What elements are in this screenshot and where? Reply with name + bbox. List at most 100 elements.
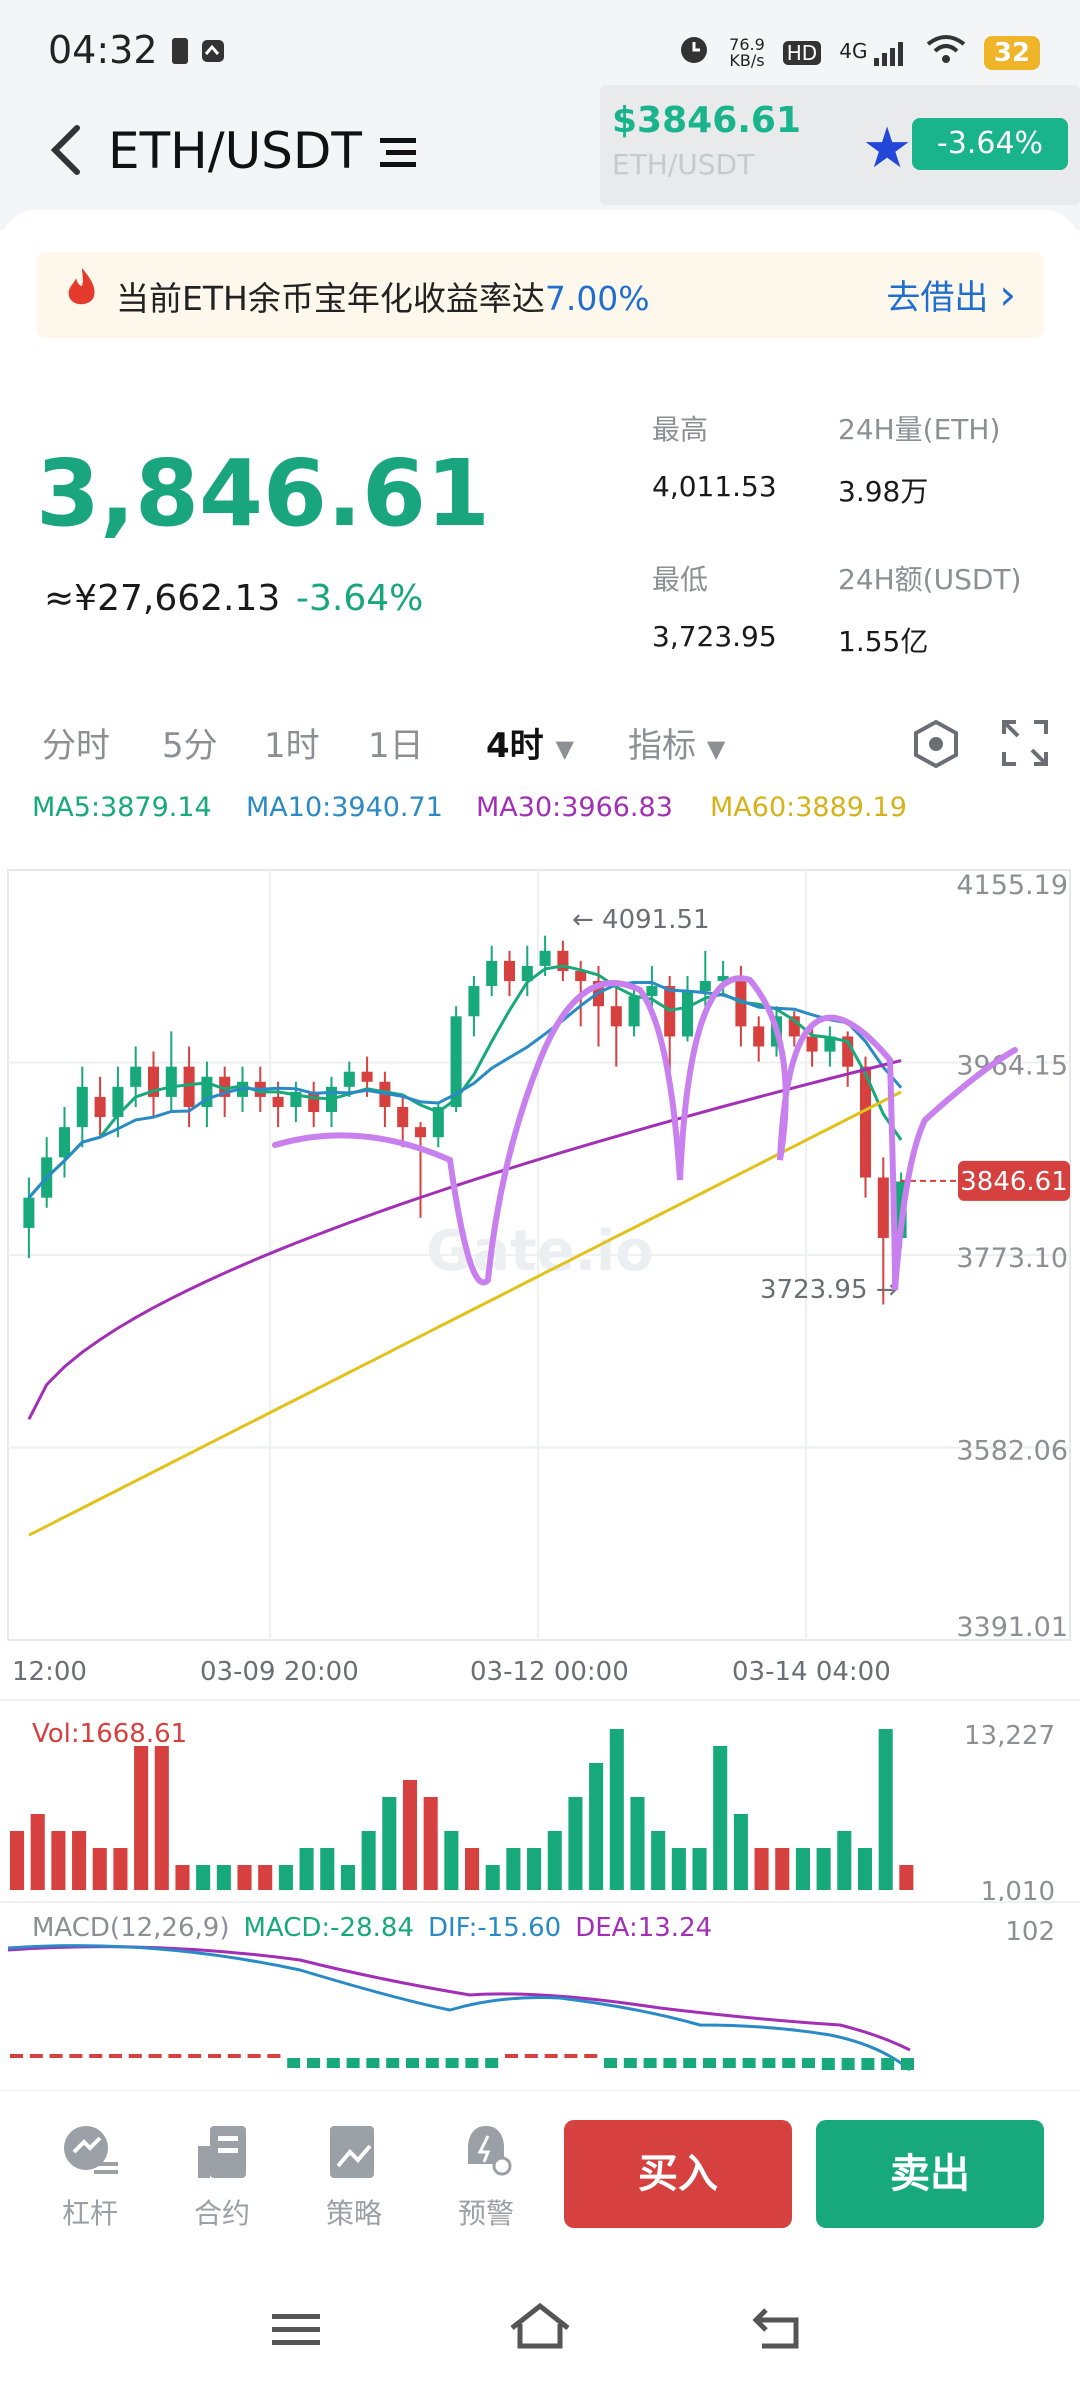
- macd-bar: [683, 2058, 697, 2068]
- cny-price: ≈¥27,662.13: [44, 578, 281, 619]
- volume-label: Vol:1668.61: [32, 1719, 187, 1749]
- candle: [414, 1127, 427, 1138]
- hd-badge: HD: [782, 40, 822, 65]
- buy-button[interactable]: 买入: [564, 2120, 792, 2228]
- candle: [557, 950, 569, 971]
- candle: [94, 1096, 106, 1118]
- candle: [824, 1036, 836, 1052]
- lever-icon: [40, 2122, 140, 2188]
- bottom-alert[interactable]: 预警: [436, 2122, 536, 2232]
- system-nav-bar: [0, 2260, 1080, 2400]
- vol-value: 3.98万: [838, 475, 929, 508]
- volume-bar: [423, 1797, 438, 1890]
- macd-axis-top: 102: [1005, 1917, 1055, 1947]
- tab-indicator[interactable]: 指标 ▼: [628, 726, 726, 766]
- favorite-star-icon[interactable]: ★: [862, 116, 913, 181]
- macd-bar: [861, 2058, 875, 2070]
- macd-bar: [307, 2058, 320, 2068]
- back-button[interactable]: [30, 120, 100, 190]
- fire-icon: [64, 266, 100, 320]
- volume-bar: [113, 1848, 128, 1890]
- macd-bar: [762, 2058, 776, 2068]
- bottom-strategy[interactable]: 策略: [304, 2122, 404, 2232]
- tab-5m[interactable]: 5分: [162, 726, 218, 766]
- promo-lend-link[interactable]: 去借出 ›: [886, 270, 1016, 319]
- candle: [842, 1036, 854, 1067]
- volume-bar: [382, 1797, 397, 1890]
- candle: [610, 1006, 622, 1027]
- volume-bar: [465, 1848, 480, 1890]
- candle: [699, 981, 711, 992]
- volume-bar: [568, 1797, 583, 1890]
- candle: [165, 1066, 177, 1097]
- bottom-lever[interactable]: 杠杆: [40, 2122, 140, 2232]
- ma10-value: MA10:3940.71: [246, 792, 443, 823]
- macd-bar: [445, 2058, 459, 2068]
- bottom-contract[interactable]: 合约: [172, 2122, 272, 2232]
- menu-nav-icon[interactable]: [270, 2300, 322, 2363]
- main-panel: [0, 210, 1080, 2400]
- volume-bar: [216, 1865, 231, 1890]
- candle: [575, 970, 587, 982]
- macd-bar: [663, 2058, 677, 2068]
- volume-bar: [589, 1763, 604, 1890]
- float-price: $3846.61: [612, 100, 802, 141]
- macd-bar: [227, 2054, 241, 2058]
- ma30-value: MA30:3966.83: [476, 792, 673, 823]
- candle: [486, 960, 498, 987]
- candle: [361, 1071, 373, 1082]
- y-tick-label: 4155.19: [956, 870, 1068, 901]
- macd-bar: [901, 2058, 914, 2070]
- kline-svg[interactable]: 4155.193964.153773.103582.063391.01Gate.…: [0, 860, 1080, 2080]
- macd-bar: [841, 2058, 855, 2070]
- volume-bar: [692, 1848, 707, 1890]
- tab-4h[interactable]: 4时 ▼: [486, 726, 574, 766]
- tab-timeshare[interactable]: 分时: [42, 726, 110, 766]
- pair-title[interactable]: ETH/USDT: [108, 122, 362, 180]
- high-value: 4,011.53: [652, 470, 777, 503]
- macd-legend-item: MACD:-28.84: [243, 1913, 414, 1943]
- volume-bar: [630, 1797, 645, 1890]
- tab-1h[interactable]: 1时: [264, 726, 320, 766]
- volume-bar: [775, 1848, 790, 1890]
- bottom-contract-label: 合约: [193, 2197, 250, 2230]
- bottom-strategy-label: 策略: [325, 2197, 382, 2230]
- fullscreen-icon[interactable]: [1000, 718, 1050, 772]
- macd-bar: [742, 2058, 756, 2068]
- macd-legend-item: MACD(12,26,9): [32, 1913, 229, 1943]
- chevron-down-icon: ▼: [555, 735, 574, 763]
- volume-bar: [320, 1848, 335, 1890]
- home-nav-icon[interactable]: [508, 2300, 572, 2363]
- ma10-line: [27, 981, 903, 1199]
- settings-hex-icon[interactable]: [910, 718, 962, 774]
- candle: [628, 996, 640, 1027]
- macd-bar: [10, 2054, 23, 2058]
- volume-bar: [899, 1865, 914, 1890]
- amt-value: 1.55亿: [838, 625, 929, 658]
- macd-bar: [485, 2058, 499, 2068]
- macd-bar: [148, 2054, 162, 2058]
- volume-bar: [816, 1848, 831, 1890]
- macd-bar: [128, 2054, 142, 2058]
- sell-button[interactable]: 卖出: [816, 2120, 1044, 2228]
- tab-1d[interactable]: 1日: [368, 726, 424, 766]
- volume-bar: [92, 1848, 107, 1890]
- volume-bar: [754, 1848, 769, 1890]
- candle: [806, 1036, 818, 1052]
- promo-banner[interactable]: 当前ETH余币宝年化收益率达7.00% 去借出 ›: [36, 252, 1044, 338]
- macd-bar: [287, 2058, 301, 2068]
- pair-menu-icon[interactable]: [378, 132, 418, 176]
- y-tick-label: 3391.01: [956, 1612, 1068, 1643]
- current-price-tag: [958, 1160, 1070, 1201]
- volume-axis-top: 13,227: [964, 1721, 1055, 1751]
- contract-icon: [172, 2122, 272, 2188]
- back-nav-icon[interactable]: [752, 2300, 804, 2363]
- kline-chart[interactable]: 4155.19 3964.15 3773.10 3582.06 3391.01 Gate.…: [0, 860, 1080, 2080]
- ma60-line: [28, 1090, 902, 1537]
- volume-bar: [299, 1848, 314, 1890]
- x-tick-label: 12:00: [12, 1657, 87, 1687]
- x-tick-label: 03-14 04:00: [732, 1657, 891, 1687]
- candle: [681, 991, 694, 1037]
- macd-bar: [89, 2054, 103, 2058]
- volume-bar: [671, 1848, 686, 1890]
